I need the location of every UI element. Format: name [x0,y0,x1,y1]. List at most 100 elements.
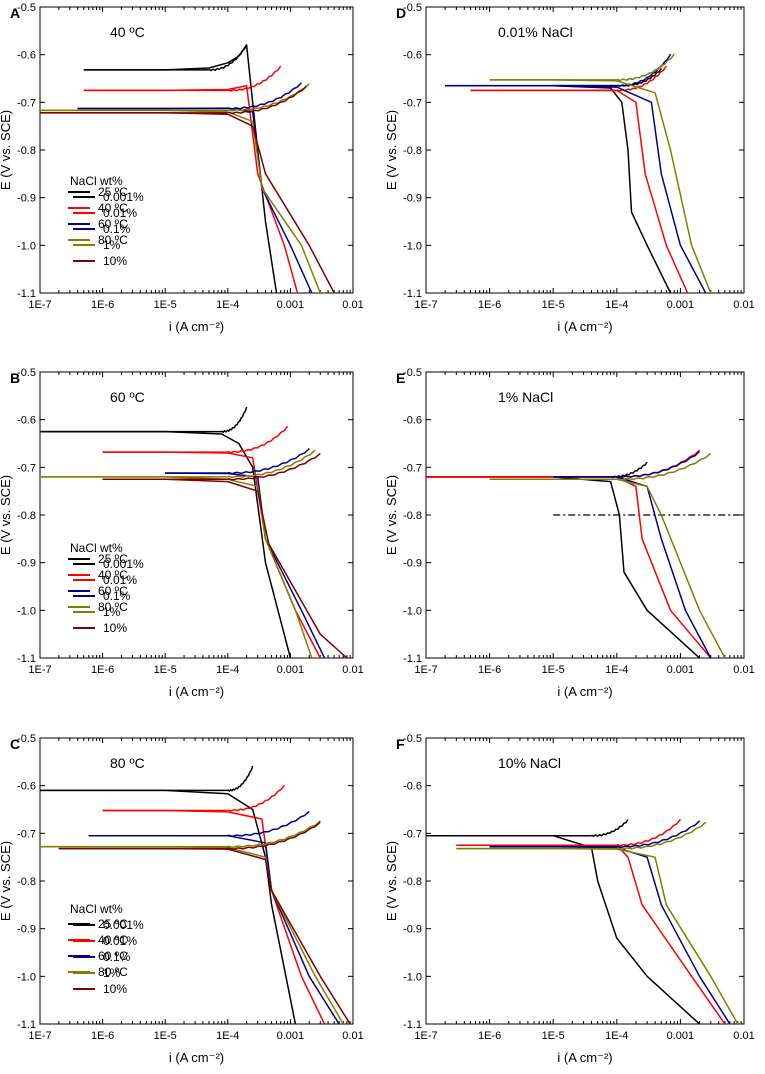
series-cathodic-01 [165,472,326,658]
series-anodic-001 [227,65,282,92]
legend-label: 0.001% [103,918,144,932]
legend-label: 0.001% [103,190,144,204]
legend-label: 1% [103,966,121,980]
plot-frame [39,371,354,659]
x-tick-label: 1E-7 [28,299,51,311]
plot-frame [39,737,354,1025]
legend-label: 80 ºC [98,233,128,247]
y-axis-label: E (V vs. SCE) [384,841,399,921]
x-tick-label: 1E-5 [542,1030,565,1042]
series-cathodic-1 [40,476,313,658]
y-tick-label: -0.9 [17,193,36,205]
series-anodic-40C [616,65,667,92]
legend-label: 60 ºC [98,584,128,598]
y-tick-label: -1.1 [17,288,36,300]
y-tick-label: -0.7 [403,97,422,109]
panel-title: 60 ºC [110,389,145,405]
plot-frame [425,6,745,294]
panel-letter: B [10,370,20,386]
legend-label: 80 ºC [98,965,128,979]
y-tick-label: -1.0 [17,971,36,983]
x-tick-label: 1E-6 [478,1030,501,1042]
series-anodic-25C [621,67,662,88]
legend-title: NaCl wt% [70,902,123,916]
panel-letter: A [10,5,20,21]
x-tick-label: 0.01 [733,664,754,676]
legend-label: 40 ºC [98,568,128,582]
series-cathodic-60C [445,84,707,293]
series-anodic-01 [227,448,310,475]
series-anodic-1 [227,449,316,479]
y-axis-label: E (V vs. SCE) [0,110,13,190]
y-tick-label: -0.9 [17,924,36,936]
series-anodic-10 [227,452,321,481]
y-tick-label: -1.1 [403,653,422,665]
y-axis-label: E (V vs. SCE) [384,475,399,555]
y-tick-label: -1.0 [17,605,36,617]
series-anodic-25C [591,819,629,838]
y-tick-label: -1.0 [403,971,422,983]
y-axis-label: E (V vs. SCE) [0,475,13,555]
panel-letter: F [396,736,405,752]
series-cathodic-60C [489,845,731,1024]
y-tick-label: -0.6 [403,50,422,62]
series-anodic-80C [616,53,675,82]
x-tick-label: 0.01 [733,299,754,311]
x-tick-label: 0.001 [277,664,305,676]
x-tick-label: 1E-5 [154,299,177,311]
series-anodic-80C [616,452,712,481]
panel-title: 10% NaCl [498,755,561,771]
legend-label: 10% [103,982,127,996]
panel-E: 1E-7 1E-6 1E-5 1E-4 0.001 0.01 -0.5 -0.6 -0.7 -0.… [68,367,755,699]
series-anodic-60C [616,820,701,849]
legend-label: 0.01% [103,206,137,220]
series-anodic-80C [616,821,707,850]
y-tick-label: -0.8 [17,876,36,888]
panel-letter: D [396,5,406,21]
series-cathodic-25C [553,84,672,293]
x-tick-label: 0.001 [667,664,695,676]
series-cathodic-001 [102,451,321,658]
x-tick-label: 1E-5 [542,299,565,311]
plot-frame [425,737,745,1025]
series-cathodic-25C [426,476,701,658]
y-tick-label: -0.5 [403,2,422,14]
x-axis-label: i (A cm⁻²) [557,684,612,699]
y-tick-label: -0.9 [17,558,36,570]
legend-label: 1% [103,238,121,252]
x-tick-label: 0.001 [667,1030,695,1042]
x-tick-label: 1E-4 [216,664,239,676]
x-tick-label: 0.001 [277,299,305,311]
panel-title: 80 ºC [110,755,145,771]
y-tick-label: -0.8 [17,510,36,522]
panel-letter: C [10,736,20,752]
legend-title: NaCl wt% [70,174,123,188]
x-axis-label: i (A cm⁻²) [169,1050,224,1065]
legend-label: 1% [103,605,121,619]
series-anodic-60C [616,450,701,479]
series-anodic-001 [227,784,285,812]
y-tick-label: -0.6 [17,50,36,62]
y-tick-label: -0.5 [403,367,422,379]
y-tick-label: -0.7 [17,462,36,474]
y-tick-label: -0.6 [403,781,422,793]
x-tick-label: 1E-5 [154,664,177,676]
x-tick-label: 1E-4 [216,1030,239,1042]
y-tick-label: -1.1 [403,1019,422,1031]
x-axis-label: i (A cm⁻²) [169,319,224,334]
x-axis-label: i (A cm⁻²) [557,319,612,334]
x-tick-label: 1E-6 [91,299,114,311]
x-tick-label: 1E-7 [414,664,437,676]
legend-label: 40 ºC [98,933,128,947]
series-anodic-40C [616,818,681,847]
x-tick-label: 0.01 [342,1030,363,1042]
y-tick-label: -0.9 [403,193,422,205]
legend-label: 80 ºC [98,600,128,614]
x-tick-label: 1E-7 [414,299,437,311]
x-tick-label: 1E-6 [478,664,501,676]
series-anodic-01 [227,810,310,838]
x-tick-label: 1E-5 [154,1030,177,1042]
series-anodic-0001 [227,765,254,793]
legend-label: 10% [103,621,127,635]
